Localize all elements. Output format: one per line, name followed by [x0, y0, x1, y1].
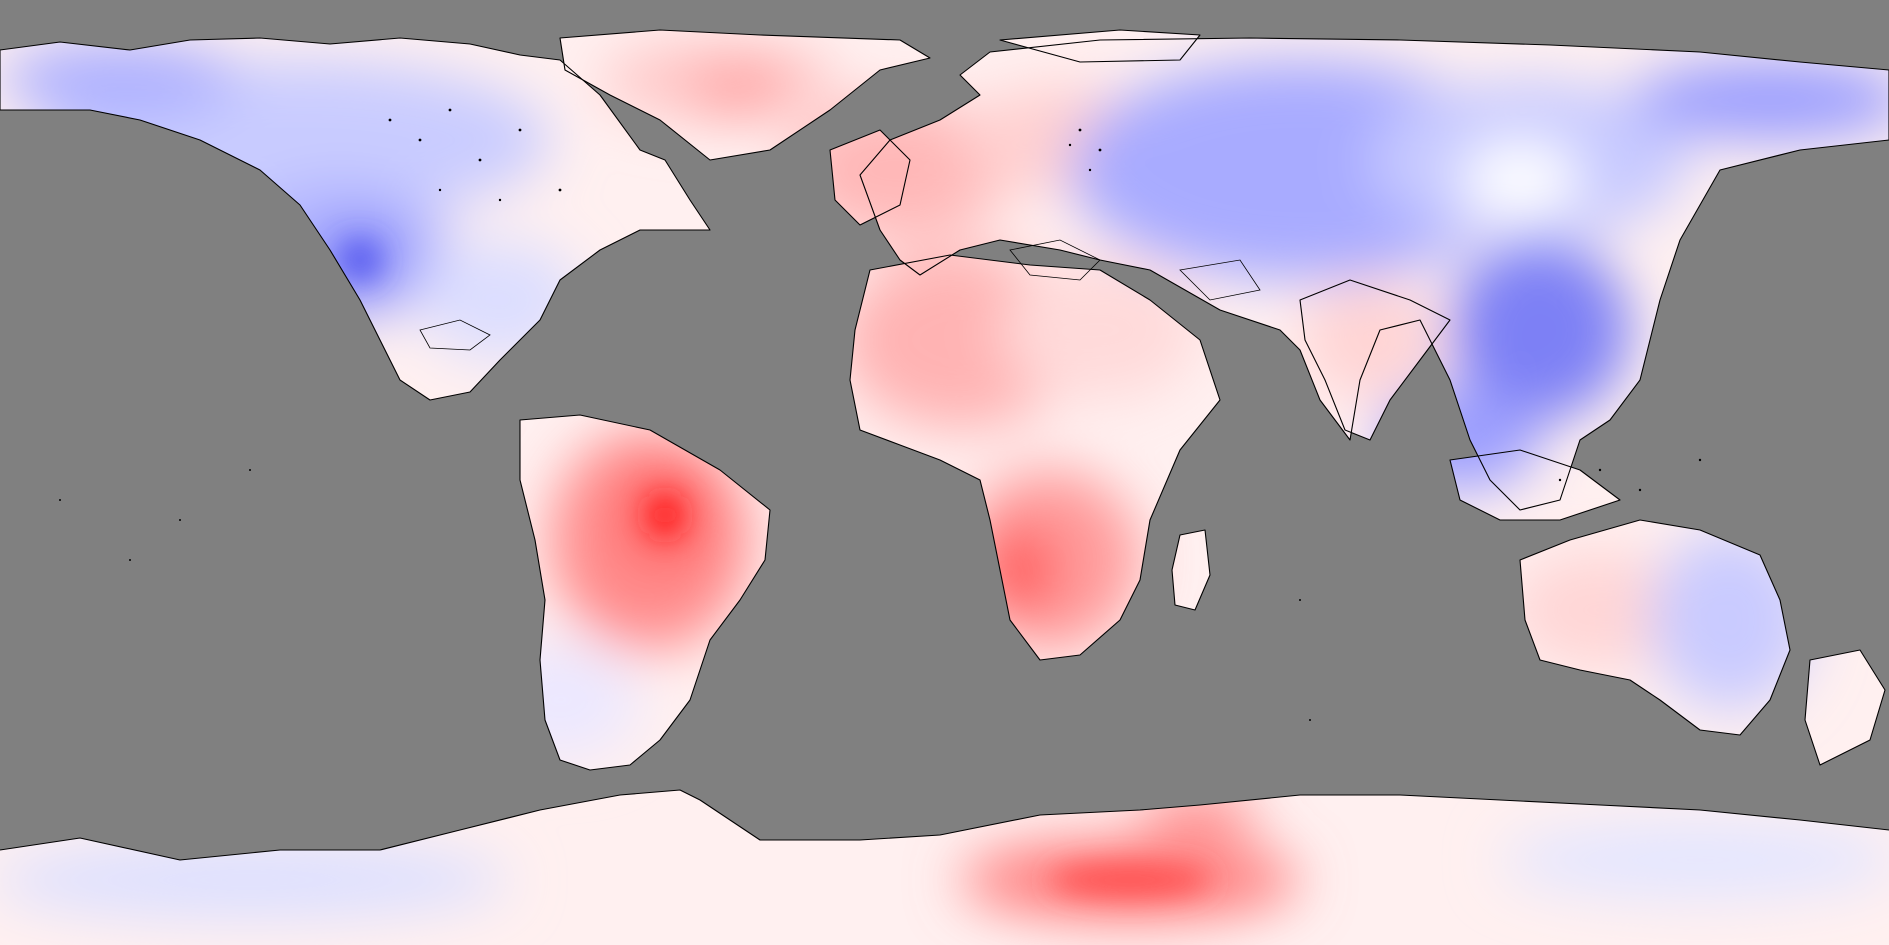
small-islands	[59, 108, 1702, 721]
coastlines	[0, 29, 1889, 861]
